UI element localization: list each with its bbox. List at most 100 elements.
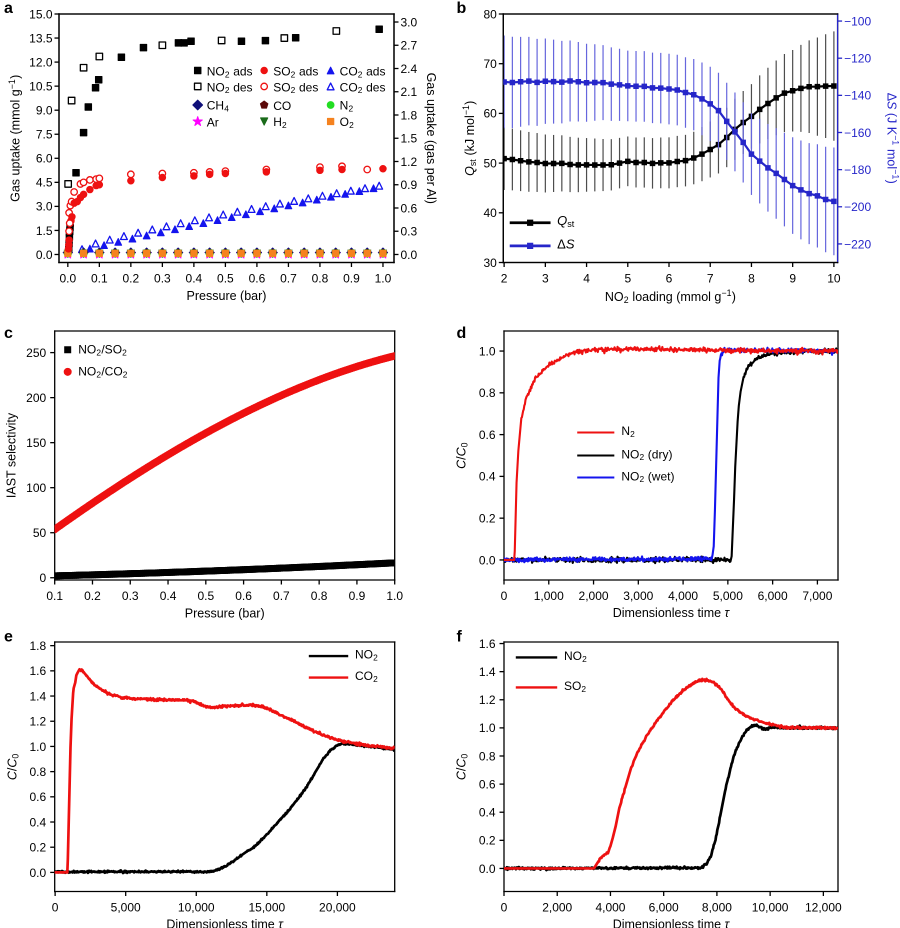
- svg-text:2,000: 2,000: [579, 589, 609, 603]
- svg-text:3.0: 3.0: [401, 15, 418, 29]
- svg-text:50: 50: [483, 156, 497, 170]
- svg-text:C O 2: C O 2: [355, 667, 378, 684]
- svg-text:0.7: 0.7: [273, 589, 290, 603]
- svg-text:1.5: 1.5: [36, 224, 53, 238]
- svg-text:G a s: G a s u p t a k e ( m m o l g ) − 1: [2, 70, 24, 202]
- svg-text:N O / C: N O / C O 2 2: [78, 363, 128, 382]
- svg-text:70: 70: [483, 57, 497, 71]
- svg-text:0.2: 0.2: [123, 272, 140, 286]
- svg-text:0.2: 0.2: [479, 512, 496, 526]
- svg-text:N O (: N O ( d r y ) 2: [621, 445, 677, 462]
- svg-text:0.6: 0.6: [401, 201, 418, 215]
- svg-text:0.0: 0.0: [401, 248, 418, 262]
- svg-text:0.4: 0.4: [479, 806, 496, 820]
- svg-text:4.5: 4.5: [36, 176, 53, 190]
- svg-text:O 2: O 2: [340, 113, 354, 130]
- svg-text:1.0: 1.0: [386, 589, 403, 603]
- svg-text:b: b: [457, 0, 467, 17]
- svg-text:e: e: [4, 629, 13, 646]
- svg-text:1.8: 1.8: [401, 108, 418, 122]
- svg-text:Gas uptake (gas per Al): Gas uptake (gas per Al): [424, 73, 438, 204]
- svg-text:Q s t −: Q s t − 1 ( k J m o l ): [456, 101, 480, 176]
- svg-text:0.6: 0.6: [249, 272, 266, 286]
- svg-text:6,000: 6,000: [758, 589, 788, 603]
- svg-text:10,000: 10,000: [178, 901, 215, 915]
- svg-text:D i m e: D i m e n s i o n l e s s t i m e τ: [613, 916, 731, 928]
- svg-text:0.8: 0.8: [30, 765, 47, 779]
- svg-text:12.0: 12.0: [29, 55, 53, 69]
- svg-text:N O 2: N O 2: [355, 646, 378, 663]
- svg-text:N 2: N 2: [340, 96, 354, 113]
- svg-text:12,000: 12,000: [805, 901, 842, 915]
- svg-text:6,000: 6,000: [649, 901, 679, 915]
- svg-text:C H 4: C H 4: [207, 97, 229, 114]
- svg-text:0.0: 0.0: [479, 553, 496, 567]
- svg-text:5,000: 5,000: [111, 901, 141, 915]
- svg-text:1,000: 1,000: [534, 589, 564, 603]
- svg-text:−100: −100: [844, 14, 871, 28]
- svg-text:0.8: 0.8: [312, 272, 329, 286]
- svg-text:C C / 0: C C / 0: [453, 442, 470, 469]
- svg-text:0.0: 0.0: [479, 862, 496, 876]
- svg-text:S O a: S O a d s 2: [273, 62, 323, 79]
- svg-text:4,000: 4,000: [595, 901, 625, 915]
- svg-text:−220: −220: [844, 237, 871, 251]
- svg-text:3,000: 3,000: [623, 589, 653, 603]
- svg-text:Q s t: Q s t: [557, 212, 576, 231]
- svg-text:200: 200: [26, 391, 46, 405]
- svg-text:f: f: [457, 629, 463, 646]
- svg-text:N O a: N O a d s 2: [207, 62, 257, 79]
- svg-text:2.1: 2.1: [401, 85, 418, 99]
- svg-text:0.4: 0.4: [479, 470, 496, 484]
- svg-text:C O a: C O a d s 2: [340, 62, 390, 79]
- svg-text:0.9: 0.9: [401, 178, 418, 192]
- svg-text:0.5: 0.5: [217, 272, 234, 286]
- svg-text:8,000: 8,000: [702, 901, 732, 915]
- svg-text:0.8: 0.8: [311, 589, 328, 603]
- svg-text:D i m e: D i m e n s i o n l e s s t i m e τ: [613, 604, 731, 621]
- svg-text:d: d: [457, 325, 467, 342]
- svg-text:0: 0: [40, 571, 47, 585]
- svg-text:1.5: 1.5: [401, 132, 418, 146]
- svg-text:0.0: 0.0: [59, 272, 76, 286]
- svg-text:a: a: [4, 0, 13, 17]
- svg-text:N O / S: N O / S O 2 2: [78, 341, 127, 360]
- svg-text:Ar: Ar: [207, 116, 219, 130]
- svg-text:C O d: C O d e s 2: [340, 78, 390, 95]
- svg-text:8: 8: [748, 272, 755, 286]
- svg-text:6: 6: [666, 272, 673, 286]
- svg-text:0.8: 0.8: [479, 386, 496, 400]
- svg-text:N O d: N O d e s 2: [207, 78, 257, 95]
- svg-text:15,000: 15,000: [248, 901, 285, 915]
- svg-text:0.9: 0.9: [343, 272, 360, 286]
- svg-text:0: 0: [501, 901, 508, 915]
- svg-text:0.1: 0.1: [46, 589, 63, 603]
- svg-text:0.4: 0.4: [30, 815, 47, 829]
- svg-text:1.4: 1.4: [479, 665, 496, 679]
- svg-text:10: 10: [827, 272, 841, 286]
- svg-text:2,000: 2,000: [542, 901, 572, 915]
- svg-text:3.0: 3.0: [36, 200, 53, 214]
- svg-text:30: 30: [483, 256, 497, 270]
- svg-text:1.2: 1.2: [479, 693, 496, 707]
- svg-text:0.3: 0.3: [401, 225, 418, 239]
- svg-text:1.6: 1.6: [479, 637, 496, 651]
- svg-text:−120: −120: [844, 52, 871, 66]
- svg-text:4,000: 4,000: [668, 589, 698, 603]
- svg-text:H 2: H 2: [273, 113, 287, 130]
- svg-text:0.1: 0.1: [91, 272, 108, 286]
- svg-text:0.0: 0.0: [36, 248, 53, 262]
- svg-text:0.6: 0.6: [30, 790, 47, 804]
- svg-text:D i m e: D i m e n s i o n l e s s t i m e τ: [166, 916, 284, 928]
- svg-text:7: 7: [707, 272, 714, 286]
- svg-text:0.2: 0.2: [84, 589, 101, 603]
- svg-text:0.2: 0.2: [479, 834, 496, 848]
- svg-text:1.2: 1.2: [401, 155, 418, 169]
- svg-text:13.5: 13.5: [29, 31, 53, 45]
- svg-text:1.0: 1.0: [479, 721, 496, 735]
- svg-text:250: 250: [26, 346, 46, 360]
- svg-text:0.9: 0.9: [349, 589, 366, 603]
- svg-text:50: 50: [33, 526, 47, 540]
- svg-text:0.6: 0.6: [479, 777, 496, 791]
- svg-text:N 2: N 2: [621, 422, 635, 439]
